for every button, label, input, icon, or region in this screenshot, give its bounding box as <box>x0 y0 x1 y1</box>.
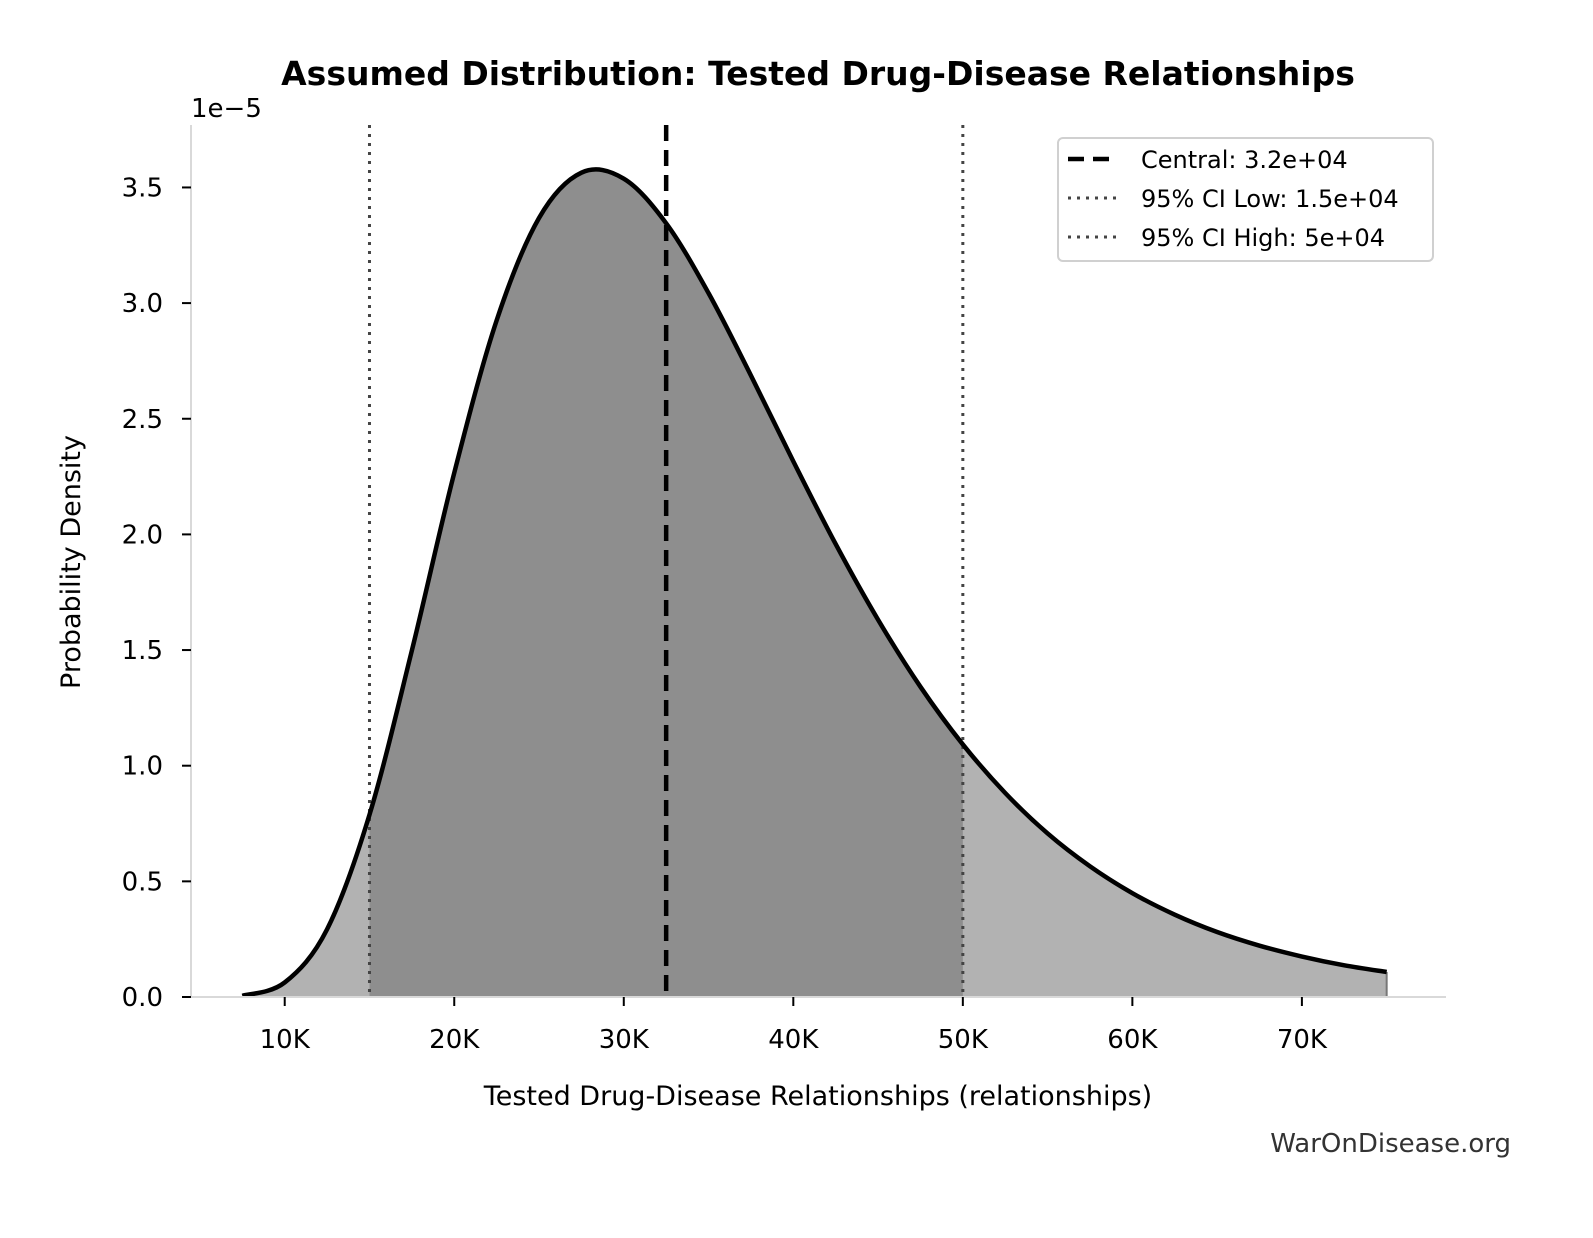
x-tick-label: 60K <box>1107 1025 1158 1055</box>
y-tick-label: 3.5 <box>122 173 163 203</box>
y-tick-label: 0.0 <box>122 983 163 1013</box>
y-offset-label: 1e−5 <box>191 94 262 124</box>
legend: Central: 3.2e+04 95% CI Low: 1.5e+04 95% C… <box>1057 137 1434 262</box>
y-axis-label: Probability Density <box>56 435 87 689</box>
x-axis-label: Tested Drug-Disease Relationships (relat… <box>483 1081 1152 1112</box>
watermark: WarOnDisease.org <box>1270 1129 1511 1159</box>
y-tick-label: 1.0 <box>122 752 163 782</box>
legend-frame <box>1057 137 1434 262</box>
y-tick-label: 0.5 <box>122 867 163 897</box>
x-tick-label: 40K <box>768 1025 819 1055</box>
y-tick-label: 2.0 <box>122 520 163 550</box>
x-tick-label: 30K <box>599 1025 650 1055</box>
y-tick-label: 3.0 <box>122 289 163 319</box>
y-tick-label: 1.5 <box>122 636 163 666</box>
legend-label-1: 95% CI Low: 1.5e+04 <box>1141 185 1399 213</box>
x-tick-label: 10K <box>260 1025 311 1055</box>
legend-label-0: Central: 3.2e+04 <box>1141 146 1348 174</box>
chart-title: Assumed Distribution: Tested Drug-Diseas… <box>281 54 1355 93</box>
x-tick-label: 20K <box>429 1025 480 1055</box>
y-tick-label: 2.5 <box>122 405 163 435</box>
legend-label-2: 95% CI High: 5e+04 <box>1141 224 1385 252</box>
density-curve <box>241 167 1388 999</box>
x-tick-label: 50K <box>938 1025 989 1055</box>
x-tick-label: 70K <box>1277 1025 1328 1055</box>
